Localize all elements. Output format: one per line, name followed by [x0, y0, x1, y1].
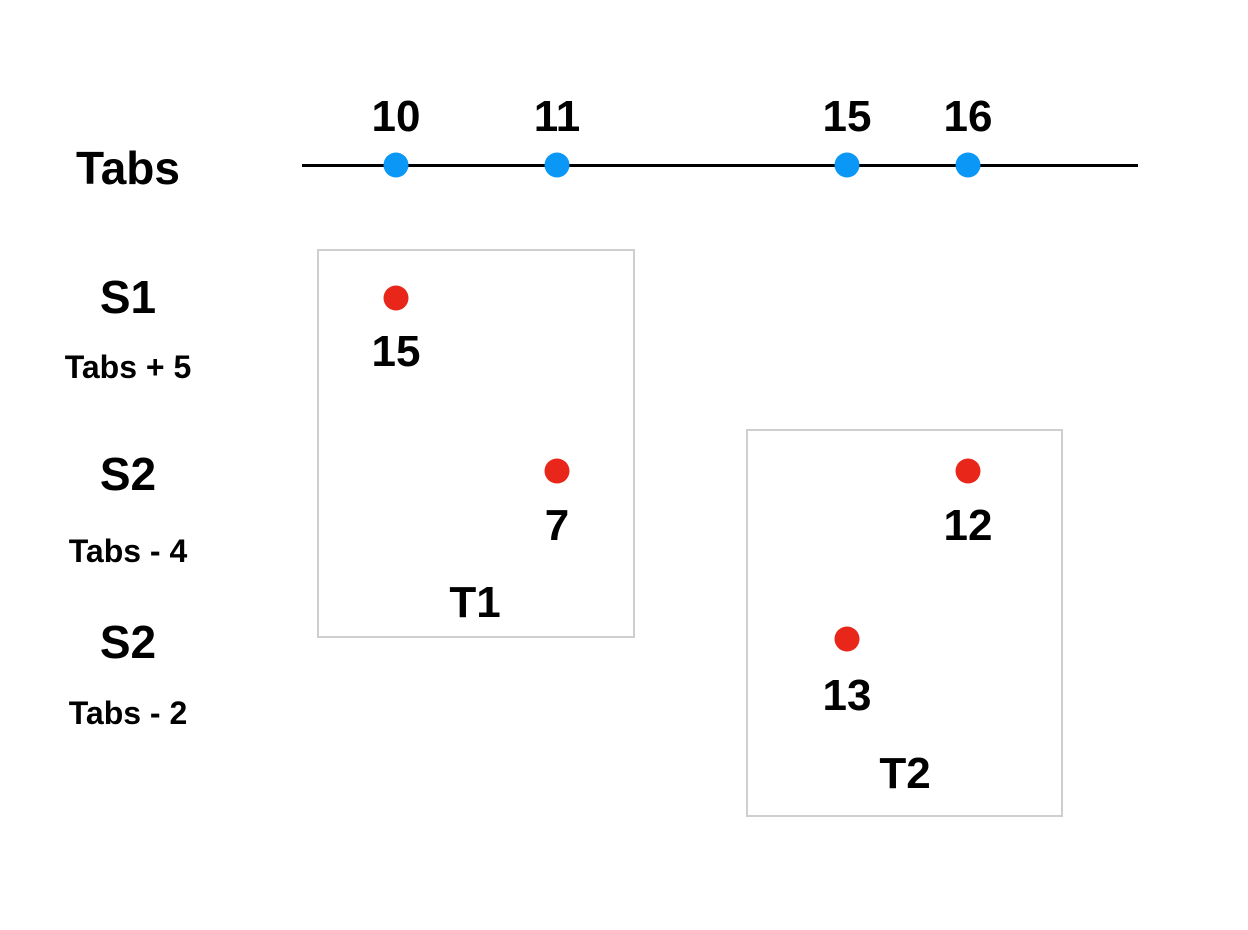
point-value: 15 — [371, 327, 421, 376]
group-box — [746, 429, 1063, 817]
timeline-dot — [955, 152, 981, 178]
timeline-label: Tabs — [76, 142, 180, 194]
row-rule: Tabs + 5 — [64, 349, 192, 385]
row-name: S2 — [99, 616, 157, 668]
group-label: T1 — [449, 578, 501, 627]
timeline-tick-label: 11 — [533, 92, 581, 141]
row-rule: Tabs - 2 — [68, 695, 188, 731]
timeline-line — [302, 164, 1138, 167]
row-name: S2 — [99, 448, 157, 500]
point-dot — [955, 458, 981, 484]
group-box — [317, 249, 635, 638]
point-value: 7 — [544, 501, 570, 550]
timeline-tick-label: 10 — [371, 92, 421, 141]
timeline-dot — [544, 152, 570, 178]
point-value: 12 — [943, 501, 993, 550]
row-name: S1 — [99, 271, 157, 323]
point-dot — [834, 626, 860, 652]
timeline-tick-label: 16 — [943, 92, 993, 141]
group-label: T2 — [879, 749, 931, 798]
point-value: 13 — [822, 671, 872, 720]
point-dot — [383, 285, 409, 311]
timeline-dot — [834, 152, 860, 178]
timeline-dot — [383, 152, 409, 178]
point-dot — [544, 458, 570, 484]
row-rule: Tabs - 4 — [68, 533, 188, 569]
timeline-tick-label: 15 — [822, 92, 872, 141]
